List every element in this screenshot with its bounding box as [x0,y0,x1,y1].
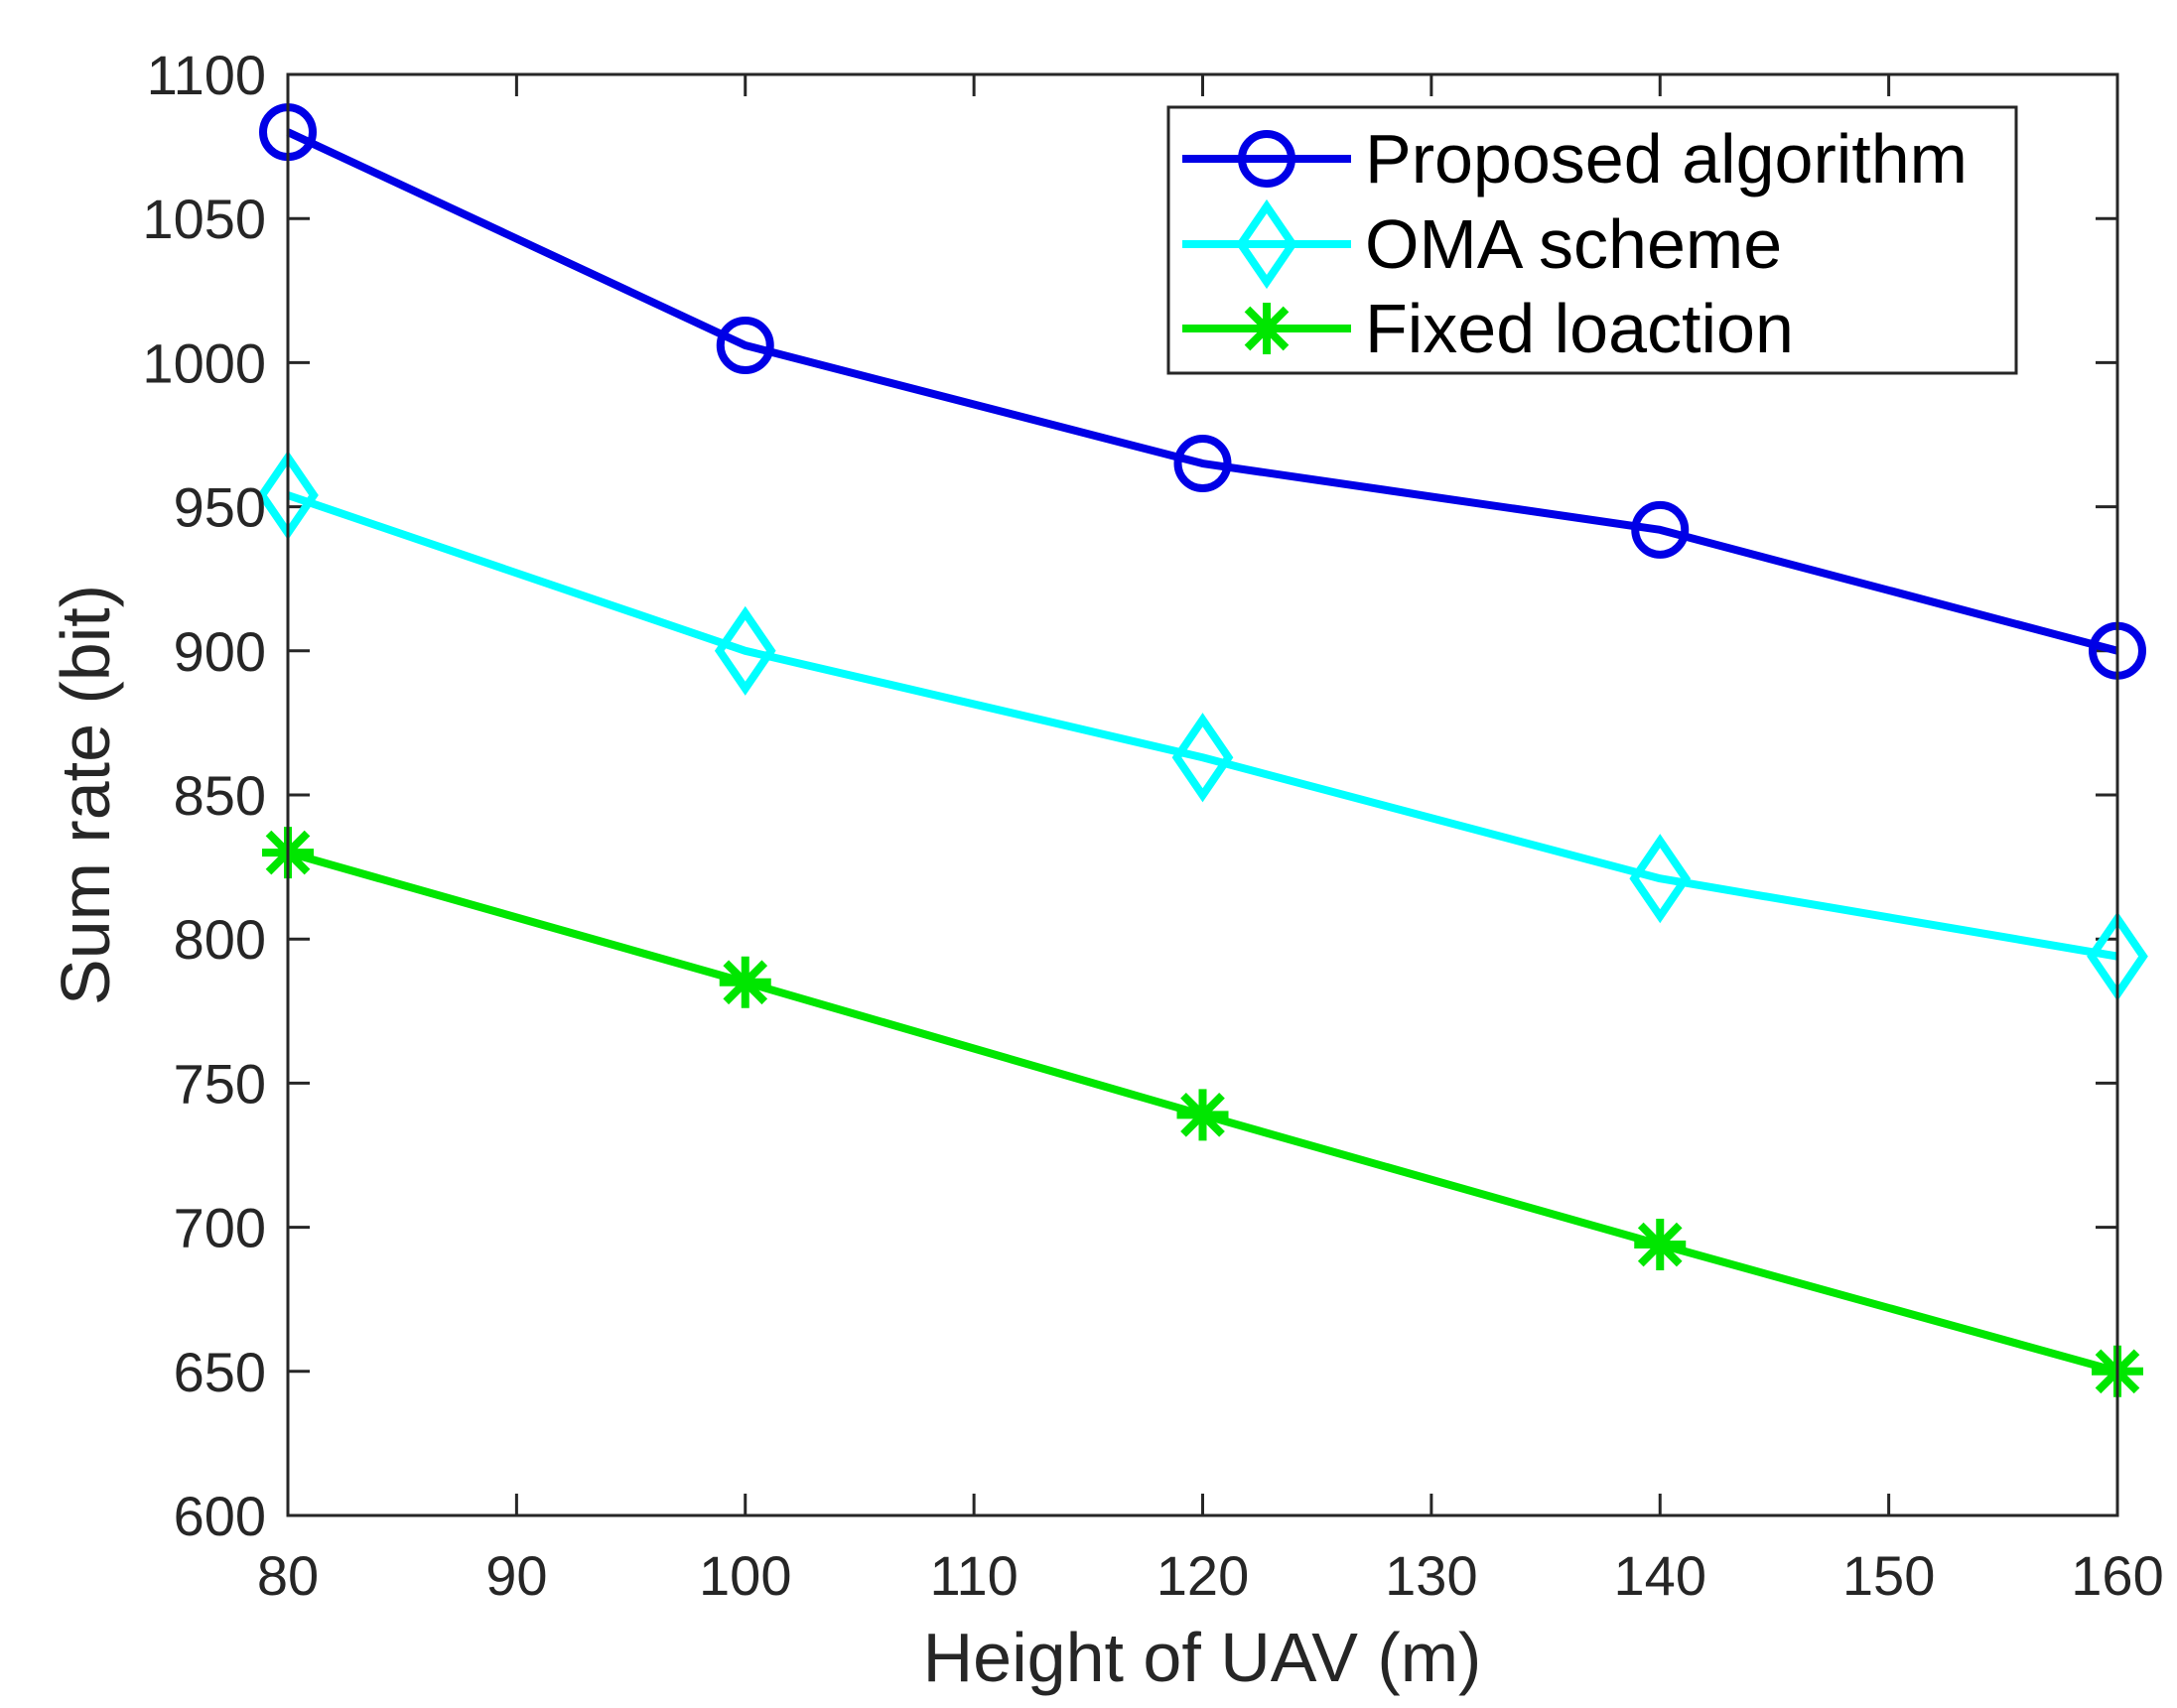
data-point-3-4-stroke [1637,1222,1683,1267]
data-point-2-4-shape [1629,834,1692,924]
y-tick-label: 900 [174,620,266,683]
x-tick-label: 140 [1614,1544,1706,1607]
legend-marker-2-shape [1236,198,1297,290]
legend-marker-1 [1238,130,1295,188]
data-point-3-3-stroke [1180,1093,1225,1137]
data-point-1-4-shape [1631,500,1690,559]
y-tick-label: 750 [174,1052,266,1115]
data-point-1-2-shape [716,316,774,374]
x-tick-label: 110 [929,1544,1018,1607]
legend-marker-3 [1241,303,1293,354]
legend-marker-1-shape [1238,130,1295,188]
legend-label-proposed: Proposed algorithm [1365,120,1968,197]
y-tick-label: 800 [174,908,266,971]
data-point-3-2-stroke [723,960,768,1005]
data-point-3-2 [719,956,771,1008]
y-tick-label: 700 [174,1197,266,1259]
x-tick-label: 150 [1842,1544,1935,1607]
data-point-2-4 [1629,834,1692,924]
data-point-2-3-shape [1171,713,1234,803]
y-tick-label: 850 [174,764,266,827]
x-tick-label: 120 [1157,1544,1249,1607]
series-line-1 [286,128,2119,655]
x-tick-label: 90 [485,1544,547,1607]
data-point-1-3 [1173,435,1232,493]
data-point-3-4 [1634,1219,1687,1271]
data-point-1-3-shape [1173,435,1232,493]
legend: Proposed algorithm OMA scheme Fixed loac… [1166,105,2018,375]
y-tick-label: 650 [174,1341,266,1403]
y-tick-label: 600 [174,1485,266,1547]
y-tick-label: 950 [174,476,266,539]
data-point-2-3 [1171,713,1234,803]
y-tick-label: 1100 [147,44,266,106]
legend-marker-3-stroke [1244,306,1290,351]
data-point-3-3 [1176,1089,1229,1141]
x-tick-label: 160 [2071,1544,2163,1607]
data-point-1-4 [1631,500,1690,559]
tick-labels: 80 90 100 110 120 130 140 150 160 600 650 700 750 800… [142,44,2163,1607]
data-point-2-2 [714,605,776,696]
legend-label-oma: OMA scheme [1365,205,1782,283]
legend-marks [1182,130,1351,354]
x-tick-label: 100 [699,1544,791,1607]
legend-label-fixed: Fixed loaction [1365,290,1794,367]
y-tick-label: 1050 [142,188,266,250]
data-point-2-2-shape [714,605,776,696]
x-tick-label: 80 [257,1544,319,1607]
y-axis-label: Sum rate (bit) [47,585,124,1005]
data-point-1-2 [716,316,774,374]
x-axis-label: Height of UAV (m) [923,1619,1482,1696]
series-line-2 [286,491,2118,961]
y-tick-label: 1000 [142,331,266,394]
plot-frame [286,72,2119,1517]
legend-marker-2 [1236,198,1297,290]
x-tick-label: 130 [1385,1544,1477,1607]
